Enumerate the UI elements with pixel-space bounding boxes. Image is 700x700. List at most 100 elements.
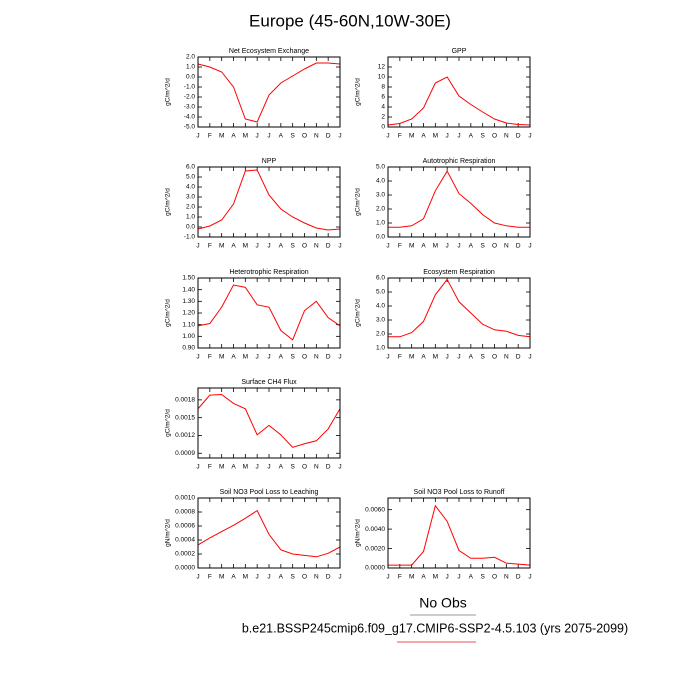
data-line — [388, 504, 531, 566]
data-line — [197, 284, 341, 341]
y-tick-label: -5.0 — [184, 124, 196, 131]
y-axis-label: gC/m^2/d — [355, 299, 362, 327]
case-name: b.e21.BSSP245cmip6.f09_g17.CMIP6-SSP2-4.… — [242, 621, 628, 635]
x-tick-label: J — [386, 133, 389, 140]
plot-frame — [197, 387, 341, 459]
x-tick-label: O — [492, 133, 497, 140]
y-tick-label: 0.0000 — [175, 565, 195, 572]
x-tick-label: F — [208, 354, 212, 361]
x-tick-label: A — [279, 464, 284, 471]
y-axis-label: gC/m^2/d — [355, 188, 362, 216]
y-tick-label: 6.0 — [186, 164, 195, 171]
x-tick-label: N — [314, 354, 319, 361]
x-tick-label: O — [302, 243, 307, 250]
y-tick-label: 0.0018 — [175, 397, 195, 404]
x-tick-label: M — [243, 574, 248, 581]
x-tick-label: J — [196, 243, 199, 250]
x-tick-label: J — [446, 354, 449, 361]
x-tick-label: O — [302, 133, 307, 140]
x-tick-label: F — [208, 574, 212, 581]
x-tick-label: F — [398, 243, 402, 250]
data-line — [197, 394, 341, 448]
figure-title: Europe (45-60N,10W-30E) — [249, 11, 451, 30]
x-tick-label: F — [208, 464, 212, 471]
y-tick-label: 0.0060 — [365, 506, 385, 513]
x-tick-label: J — [196, 354, 199, 361]
x-tick-label: M — [243, 464, 248, 471]
y-tick-label: 4 — [381, 104, 385, 111]
y-tick-label: 0.0015 — [175, 414, 195, 421]
y-tick-label: 0.0000 — [365, 565, 385, 572]
x-tick-label: J — [256, 243, 259, 250]
x-tick-label: D — [326, 464, 331, 471]
x-tick-label: D — [516, 354, 521, 361]
x-tick-label: F — [398, 574, 402, 581]
x-tick-label: N — [504, 354, 509, 361]
x-tick-label: J — [256, 464, 259, 471]
x-tick-label: A — [231, 464, 236, 471]
x-tick-label: M — [433, 574, 438, 581]
y-tick-label: 1.00 — [182, 333, 195, 340]
data-line — [197, 169, 341, 231]
y-tick-label: 0.0020 — [365, 545, 385, 552]
x-tick-label: J — [256, 574, 259, 581]
x-tick-label: J — [457, 133, 460, 140]
x-tick-label: F — [208, 133, 212, 140]
y-axis-label: gC/m^2/d — [165, 188, 172, 216]
x-tick-label: J — [457, 243, 460, 250]
x-tick-label: J — [446, 243, 449, 250]
y-tick-label: -1.0 — [184, 84, 196, 91]
x-tick-label: O — [492, 574, 497, 581]
x-tick-label: J — [196, 574, 199, 581]
y-tick-label: 0.0040 — [365, 526, 385, 533]
x-tick-label: M — [433, 354, 438, 361]
plot-frame — [197, 166, 341, 238]
x-tick-label: J — [267, 133, 270, 140]
x-tick-label: F — [208, 243, 212, 250]
x-tick-label: A — [469, 243, 474, 250]
y-tick-label: 1.0 — [186, 214, 195, 221]
x-tick-label: D — [326, 354, 331, 361]
y-tick-label: 0.0009 — [175, 450, 195, 457]
y-tick-label: -3.0 — [184, 104, 196, 111]
x-tick-label: A — [469, 354, 474, 361]
x-tick-label: A — [421, 243, 426, 250]
x-tick-label: S — [290, 243, 295, 250]
panel-title: Ecosystem Respiration — [423, 269, 495, 276]
x-tick-label: J — [338, 354, 341, 361]
x-tick-label: O — [492, 354, 497, 361]
y-tick-label: 0.0 — [376, 234, 385, 241]
panel-title: Soil NO3 Pool Loss to Leaching — [220, 489, 319, 496]
y-tick-label: 0.0002 — [175, 551, 195, 558]
x-tick-label: M — [243, 243, 248, 250]
x-tick-label: N — [504, 133, 509, 140]
plot-frame — [197, 277, 341, 349]
y-tick-label: -1.0 — [184, 234, 196, 241]
x-tick-label: S — [480, 243, 485, 250]
panel-title: GPP — [452, 48, 467, 55]
panel-title: Net Ecosystem Exchange — [229, 48, 309, 55]
y-axis-label: gN/m^2/d — [165, 519, 172, 547]
y-tick-label: 0.0008 — [175, 509, 195, 516]
x-tick-label: M — [219, 354, 224, 361]
y-tick-label: 10 — [378, 74, 386, 81]
x-tick-label: N — [314, 574, 319, 581]
panel-title: Soil NO3 Pool Loss to Runoff — [414, 489, 505, 496]
y-axis-label: gC/m^2/d — [165, 299, 172, 327]
x-tick-label: M — [219, 464, 224, 471]
x-tick-label: J — [446, 574, 449, 581]
x-tick-label: J — [386, 243, 389, 250]
x-tick-label: A — [469, 574, 474, 581]
x-tick-label: A — [421, 574, 426, 581]
y-tick-label: 2.0 — [376, 206, 385, 213]
plot-frame — [387, 497, 531, 569]
x-tick-label: A — [279, 574, 284, 581]
y-tick-label: 0.0004 — [175, 537, 195, 544]
no-obs: No Obs — [419, 595, 466, 611]
y-tick-label: 1.0 — [376, 345, 385, 352]
y-tick-label: 2.0 — [186, 204, 195, 211]
x-tick-label: D — [326, 243, 331, 250]
x-tick-label: S — [480, 354, 485, 361]
